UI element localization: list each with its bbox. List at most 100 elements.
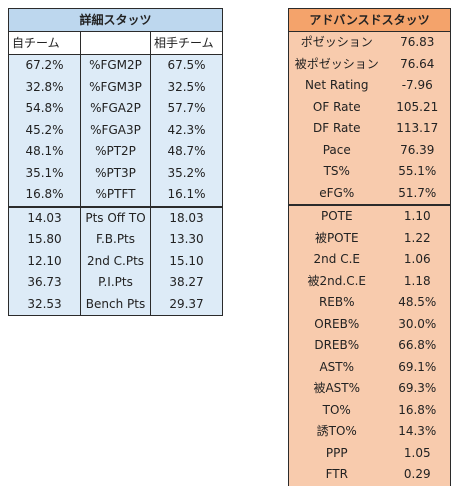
own-value: 48.1% [8,141,81,163]
stat-label: OF Rate [288,96,385,118]
table-row: 54.8% %FGA2P 57.7% [8,98,223,120]
stat-label: TO% [288,399,385,421]
opp-value: 16.1% [150,184,223,207]
stat-label: DREB% [288,335,385,357]
column-stat-name [80,31,151,55]
table-row: 14.03 Pts Off TO 18.03 [8,205,223,229]
stat-label: 被AST% [288,378,385,400]
stat-label: DF Rate [288,118,385,140]
table-row: 誘TO% 14.3% [288,421,451,443]
own-value: 12.10 [8,250,81,272]
stat-value: 1.06 [384,249,451,271]
stat-label: F.B.Pts [80,229,151,251]
table-row: Pace 76.39 [288,139,451,161]
detail-header-row: 詳細スタッツ [8,8,223,32]
stat-label: REB% [288,292,385,314]
stat-value: 1.10 [384,204,451,228]
table-row: 67.2% %FGM2P 67.5% [8,54,223,77]
table-row: 2nd C.E 1.06 [288,249,451,271]
table-row: REB% 48.5% [288,292,451,314]
own-value: 35.1% [8,162,81,184]
own-value: 36.73 [8,272,81,294]
own-value: 14.03 [8,205,81,229]
stat-value: 1.05 [384,442,451,464]
table-row: Net Rating -7.96 [288,75,451,97]
stat-value: 55.1% [384,161,451,183]
own-value: 32.8% [8,76,81,98]
stat-value: 69.1% [384,356,451,378]
stat-value: 76.83 [384,31,451,54]
table-row: 36.73 P.I.Pts 38.27 [8,272,223,294]
stat-value: 30.0% [384,313,451,335]
table-row: FTR 0.29 [288,464,451,486]
stat-value: 105.21 [384,96,451,118]
own-value: 67.2% [8,54,81,77]
table-row: DREB% 66.8% [288,335,451,357]
table-row: 16.8% %PTFT 16.1% [8,184,223,207]
detail-stats-table: 詳細スタッツ 自チーム 相手チーム 67.2% %FGM2P 67.5% 32.8%… [8,8,224,316]
stat-label: %FGA3P [80,119,151,141]
table-row: TO% 16.8% [288,399,451,421]
opp-value: 67.5% [150,54,223,77]
table-row: POTE 1.10 [288,204,451,228]
table-row: 45.2% %FGA3P 42.3% [8,119,223,141]
detail-column-header-row: 自チーム 相手チーム [8,31,223,55]
table-row: 12.10 2nd C.Pts 15.10 [8,250,223,272]
stat-label: Pace [288,139,385,161]
stat-value: -7.96 [384,75,451,97]
stat-label: FTR [288,464,385,486]
table-row: ポゼッション 76.83 [288,31,451,54]
stat-label: 2nd C.E [288,249,385,271]
stat-label: AST% [288,356,385,378]
table-row: 32.53 Bench Pts 29.37 [8,293,223,316]
stat-label: %FGM3P [80,76,151,98]
stat-label: %PT3P [80,162,151,184]
table-row: 被ポゼッション 76.64 [288,53,451,75]
stat-value: 48.5% [384,292,451,314]
stat-label: Bench Pts [80,293,151,316]
table-row: 15.80 F.B.Pts 13.30 [8,229,223,251]
opp-value: 13.30 [150,229,223,251]
stat-label: ポゼッション [288,31,385,54]
table-row: 被POTE 1.22 [288,227,451,249]
stat-value: 113.17 [384,118,451,140]
opp-value: 57.7% [150,98,223,120]
stat-value: 76.64 [384,53,451,75]
own-value: 15.80 [8,229,81,251]
opp-value: 18.03 [150,205,223,229]
detail-title: 詳細スタッツ [8,8,223,32]
stat-value: 66.8% [384,335,451,357]
stat-label: Net Rating [288,75,385,97]
own-value: 32.53 [8,293,81,316]
stat-label: eFG% [288,182,385,205]
stat-value: 14.3% [384,421,451,443]
opp-value: 32.5% [150,76,223,98]
opp-value: 48.7% [150,141,223,163]
stat-label: %PTFT [80,184,151,207]
stat-label: Pts Off TO [80,205,151,229]
advanced-stats-table: アドバンスドスタッツ ポゼッション 76.83 被ポゼッション 76.64 Net … [288,8,451,486]
opp-value: 35.2% [150,162,223,184]
table-row: 被2nd.C.E 1.18 [288,270,451,292]
advanced-title: アドバンスドスタッツ [288,8,451,32]
stat-label: 被2nd.C.E [288,270,385,292]
table-row: 32.8% %FGM3P 32.5% [8,76,223,98]
stat-value: 1.18 [384,270,451,292]
advanced-header-row: アドバンスドスタッツ [288,8,451,32]
column-opponent-team: 相手チーム [150,31,223,55]
stat-value: 76.39 [384,139,451,161]
stat-label: %FGA2P [80,98,151,120]
stat-label: TS% [288,161,385,183]
stat-label: POTE [288,204,385,228]
table-row: DF Rate 113.17 [288,118,451,140]
stat-value: 16.8% [384,399,451,421]
own-value: 45.2% [8,119,81,141]
stat-label: 2nd C.Pts [80,250,151,272]
opp-value: 15.10 [150,250,223,272]
stat-label: %PT2P [80,141,151,163]
table-row: PPP 1.05 [288,442,451,464]
column-own-team: 自チーム [8,31,81,55]
stat-label: 被POTE [288,227,385,249]
stat-value: 69.3% [384,378,451,400]
table-row: TS% 55.1% [288,161,451,183]
